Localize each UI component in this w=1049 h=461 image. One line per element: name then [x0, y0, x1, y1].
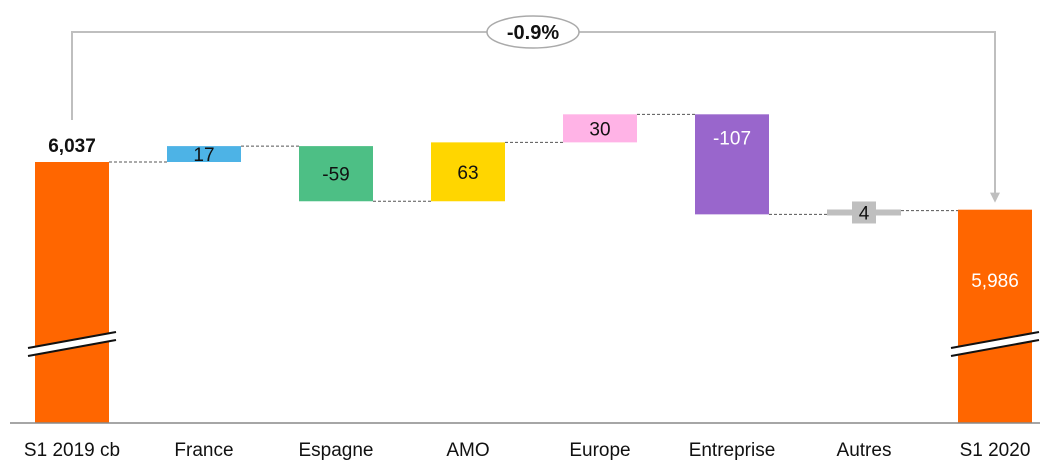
data-label: 17 — [193, 145, 214, 166]
data-label: -59 — [322, 165, 349, 186]
x-tick-label: S1 2019 cb — [24, 440, 120, 461]
data-label: 5,986 — [971, 271, 1019, 292]
change-annotation-label: -0.9% — [507, 22, 559, 44]
data-label: 30 — [589, 119, 610, 140]
change-arrow — [71, 31, 1000, 203]
data-label: 4 — [859, 203, 870, 224]
bar-autres-box — [852, 201, 876, 224]
change-annotation-pill — [486, 15, 580, 49]
x-tick-label: Entreprise — [689, 440, 776, 461]
axis-break-mark — [950, 331, 1040, 357]
x-tick-label: AMO — [446, 440, 489, 461]
axis-break-mark — [27, 331, 117, 357]
bar-amo — [431, 142, 505, 202]
x-tick-label: S1 2020 — [960, 440, 1031, 461]
x-tick-label: Europe — [569, 440, 630, 461]
data-label: -107 — [713, 128, 751, 149]
bar-s1-2019-cb — [35, 162, 109, 423]
x-tick-label: France — [174, 440, 233, 461]
bar-entreprise — [695, 114, 769, 215]
bar-espagne — [299, 146, 373, 202]
data-label: 6,037 — [48, 136, 96, 157]
bar-france — [167, 146, 241, 162]
bar-s1-2020 — [958, 209, 1032, 423]
x-tick-label: Autres — [837, 440, 892, 461]
bar-europe — [563, 114, 637, 143]
x-tick-label: Espagne — [298, 440, 373, 461]
data-label: 63 — [457, 163, 478, 184]
